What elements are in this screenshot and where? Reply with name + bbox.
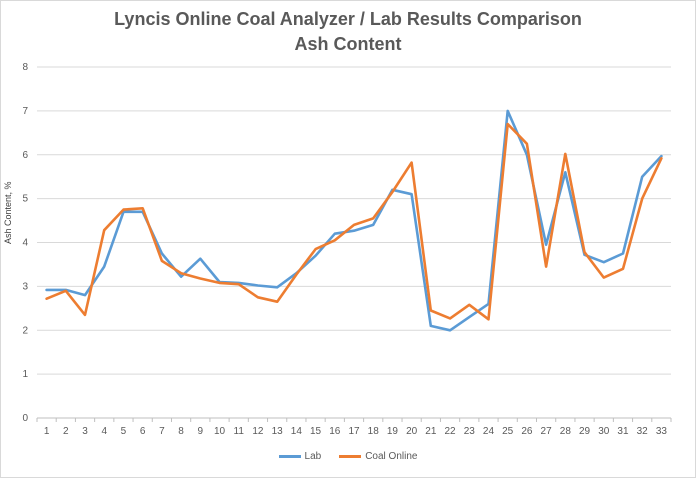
legend-swatch-lab bbox=[278, 455, 301, 458]
x-tick-label: 30 bbox=[598, 426, 610, 437]
y-tick-label: 8 bbox=[22, 62, 28, 73]
y-tick-label: 3 bbox=[22, 281, 28, 292]
x-tick-label: 14 bbox=[291, 426, 303, 437]
y-tick-label: 1 bbox=[22, 369, 28, 380]
x-tick-label: 10 bbox=[214, 426, 226, 437]
legend-item-lab: Lab bbox=[278, 451, 322, 462]
x-tick-label: 28 bbox=[560, 426, 572, 437]
y-tick-label: 7 bbox=[22, 106, 28, 117]
legend: Lab Coal Online bbox=[0, 451, 696, 462]
y-tick-label: 0 bbox=[22, 413, 28, 424]
x-tick-label: 22 bbox=[444, 426, 456, 437]
x-tick-label: 5 bbox=[121, 426, 127, 437]
y-tick-label: 4 bbox=[22, 238, 28, 249]
legend-label-lab: Lab bbox=[304, 451, 322, 462]
x-tick-label: 21 bbox=[425, 426, 437, 437]
x-tick-label: 2 bbox=[63, 426, 69, 437]
x-tick-label: 3 bbox=[82, 426, 88, 437]
legend-item-coal-online: Coal Online bbox=[339, 451, 417, 462]
x-tick-label: 12 bbox=[252, 426, 264, 437]
x-tick-label: 24 bbox=[483, 426, 495, 437]
legend-label-coal-online: Coal Online bbox=[365, 451, 418, 462]
x-tick-label: 29 bbox=[579, 426, 591, 437]
series-line-lab bbox=[45, 109, 663, 332]
x-tick-label: 27 bbox=[541, 426, 553, 437]
x-tick-label: 23 bbox=[464, 426, 476, 437]
x-tick-label: 9 bbox=[198, 426, 204, 437]
x-tick-label: 33 bbox=[656, 426, 668, 437]
x-tick-label: 32 bbox=[637, 426, 649, 437]
y-tick-label: 6 bbox=[22, 150, 28, 161]
x-tick-label: 8 bbox=[178, 426, 184, 437]
y-tick-label: 5 bbox=[22, 194, 28, 205]
x-tick-label: 31 bbox=[617, 426, 629, 437]
series-line-coal-online bbox=[45, 122, 663, 321]
x-tick-label: 18 bbox=[368, 426, 380, 437]
x-tick-label: 15 bbox=[310, 426, 322, 437]
x-tick-label: 6 bbox=[140, 426, 146, 437]
chart-title: Lyncis Online Coal Analyzer / Lab Result… bbox=[114, 9, 582, 29]
x-tick-label: 25 bbox=[502, 426, 514, 437]
x-tick-label: 7 bbox=[159, 426, 165, 437]
chart-subtitle: Ash Content bbox=[294, 34, 402, 54]
x-tick-label: 20 bbox=[406, 426, 418, 437]
x-tick-label: 1 bbox=[44, 426, 50, 437]
y-tick-label: 2 bbox=[22, 325, 28, 336]
x-tick-label: 4 bbox=[101, 426, 107, 437]
legend-swatch-coal-online bbox=[339, 455, 362, 458]
x-tick-label: 19 bbox=[387, 426, 399, 437]
x-tick-label: 11 bbox=[234, 426, 245, 437]
x-tick-label: 13 bbox=[272, 426, 284, 437]
x-tick-label: 26 bbox=[521, 426, 533, 437]
x-tick-label: 17 bbox=[348, 426, 360, 437]
x-tick-label: 16 bbox=[329, 426, 341, 437]
